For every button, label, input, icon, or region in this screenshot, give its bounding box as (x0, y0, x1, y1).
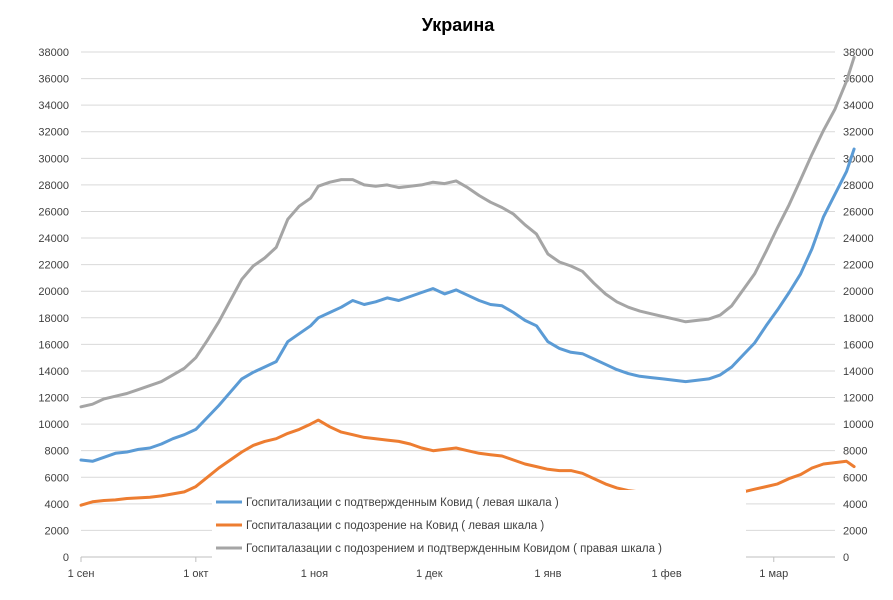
y-left-tick-label: 10000 (38, 419, 69, 431)
y-right-tick-label: 16000 (843, 339, 874, 351)
y-left-tick-label: 6000 (45, 472, 69, 484)
y-left-tick-label: 2000 (45, 525, 69, 537)
x-tick-label: 1 дек (416, 568, 443, 580)
x-axis: 1 сен 1 окт 1 ноя 1 дек 1 янв 1 фев 1 мар (68, 556, 835, 580)
x-tick-label: 1 ноя (301, 568, 328, 580)
series-line-3 (79, 55, 856, 409)
y-right-tick-label: 2000 (843, 525, 867, 537)
y-right-tick-label: 10000 (843, 419, 874, 431)
y-left-tick-label: 24000 (38, 233, 69, 245)
legend-label: Госпиталазации с подозрение на Ковид ( л… (246, 520, 544, 532)
y-right-tick-label: 32000 (843, 127, 874, 139)
legend-item: Госпитализации с подтвержденным Ковид ( … (216, 497, 559, 509)
y-right-tick-label: 20000 (843, 286, 874, 298)
y-left-tick-label: 30000 (38, 153, 69, 165)
y-right-tick-label: 0 (843, 552, 849, 564)
y-right-tick-label: 14000 (843, 366, 874, 378)
x-tick-label: 1 окт (183, 568, 208, 580)
legend-item: Госпиталазации с подозрение на Ковид ( л… (216, 520, 544, 532)
y-left-tick-label: 16000 (38, 339, 69, 351)
y-right-tick-label: 18000 (843, 313, 874, 325)
y-left-tick-label: 8000 (45, 446, 69, 458)
y-right-tick-label: 22000 (843, 260, 874, 272)
y-left-tick-label: 34000 (38, 100, 69, 112)
y-left-tick-label: 36000 (38, 74, 69, 86)
legend-item: Госпиталазации с подозрением и подтвержд… (216, 543, 662, 555)
legend-label: Госпиталазации с подозрением и подтвержд… (246, 543, 662, 555)
y-left-tick-label: 12000 (38, 393, 69, 405)
legend-label: Госпитализации с подтвержденным Ковид ( … (246, 497, 559, 509)
y-left-tick-label: 38000 (38, 47, 69, 59)
x-tick-label: 1 сен (68, 568, 95, 580)
x-tick-label: 1 мар (759, 568, 788, 580)
y-right-tick-label: 34000 (843, 100, 874, 112)
series-lines (79, 55, 856, 507)
series-line-1 (79, 147, 856, 463)
y-left-tick-label: 32000 (38, 127, 69, 139)
y-axis-left-ticks: 0 2000 4000 6000 8000 10000 12000 14000 16000 180… (38, 47, 69, 564)
y-right-tick-label: 6000 (843, 472, 867, 484)
y-left-tick-label: 0 (63, 552, 69, 564)
chart-title: Украина (422, 15, 495, 35)
y-right-tick-label: 36000 (843, 74, 874, 86)
gridlines (81, 51, 835, 558)
y-left-tick-label: 14000 (38, 366, 69, 378)
y-right-tick-label: 24000 (843, 233, 874, 245)
y-left-tick-label: 22000 (38, 260, 69, 272)
y-right-tick-label: 12000 (843, 393, 874, 405)
x-tick-label: 1 янв (534, 568, 561, 580)
y-right-tick-label: 8000 (843, 446, 867, 458)
y-left-tick-label: 18000 (38, 313, 69, 325)
y-right-tick-label: 28000 (843, 180, 874, 192)
y-right-tick-label: 4000 (843, 499, 867, 511)
y-left-tick-label: 20000 (38, 286, 69, 298)
y-left-tick-label: 4000 (45, 499, 69, 511)
y-axis-right-ticks: 0 2000 4000 6000 8000 10000 12000 14000 16000 180… (843, 47, 874, 564)
x-tick-label: 1 фев (652, 568, 682, 580)
legend: Госпитализации с подтвержденным Ковид ( … (212, 490, 746, 564)
y-left-tick-label: 26000 (38, 206, 69, 218)
y-right-tick-label: 26000 (843, 206, 874, 218)
y-left-tick-label: 28000 (38, 180, 69, 192)
y-right-tick-label: 38000 (843, 47, 874, 59)
legend-background (212, 490, 746, 564)
y-right-tick-label: 30000 (843, 153, 874, 165)
